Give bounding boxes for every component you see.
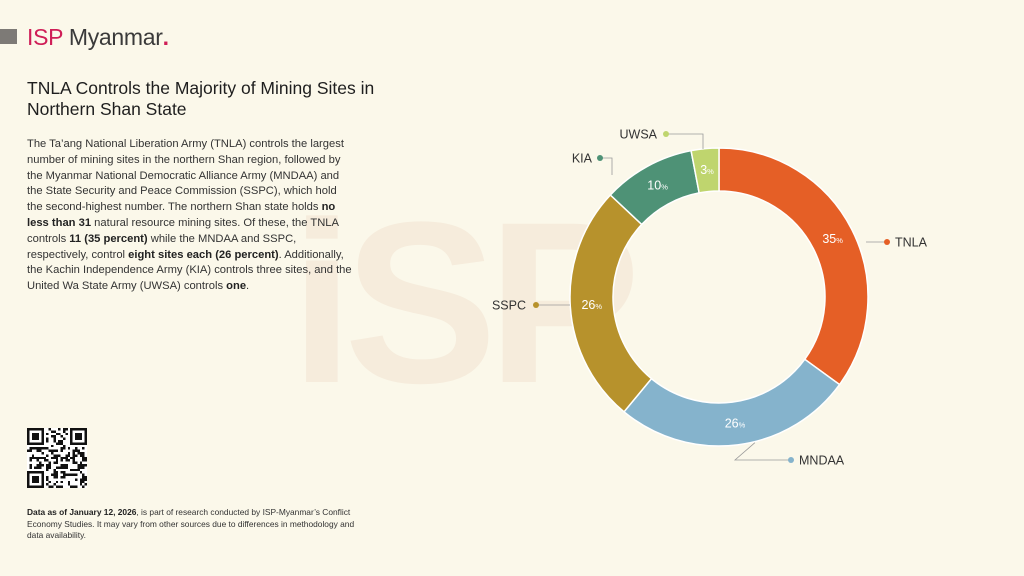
qr-code bbox=[27, 428, 87, 488]
legend-label-kia: KIA bbox=[572, 152, 593, 166]
body-text-run: no less than 31 bbox=[27, 201, 336, 229]
body-text-run: while the MNDAA and SSPC, respectively, … bbox=[27, 232, 297, 261]
slice-value-label: 3% bbox=[700, 163, 714, 177]
slice-value-label: 10% bbox=[647, 178, 668, 192]
brand-dot: . bbox=[162, 24, 169, 50]
footnote-run: Data as of January 12, 2026 bbox=[27, 507, 137, 517]
legend-label-tnla: TNLA bbox=[895, 236, 928, 250]
legend-dot-tnla bbox=[884, 239, 890, 245]
callout-line-mndaa bbox=[733, 442, 791, 461]
legend-dot-uwsa bbox=[663, 131, 669, 137]
body-text-run: natural resource mining sites. Of these,… bbox=[27, 216, 339, 245]
slice-mndaa bbox=[622, 358, 841, 447]
brand-name: Myanmar bbox=[68, 24, 163, 50]
footnote-run: , is part of research conducted by ISP-M… bbox=[27, 507, 355, 540]
slice-value-label: 26% bbox=[581, 298, 602, 312]
body-text-run: . Additionally, the Kachin Independence … bbox=[27, 248, 352, 293]
legend-label-uwsa: UWSA bbox=[620, 128, 658, 142]
legend-label-mndaa: MNDAA bbox=[799, 454, 845, 468]
page-title: TNLA Controls the Majority of Mining Sit… bbox=[27, 78, 375, 119]
logo-bar bbox=[0, 29, 17, 44]
brand-isp: ISP bbox=[27, 24, 63, 50]
body-text-run: 11 (35 percent) bbox=[69, 232, 148, 245]
slice-value-label: 26% bbox=[725, 416, 746, 430]
legend-dot-mndaa bbox=[788, 457, 794, 463]
slice-value-label: 35% bbox=[822, 232, 843, 246]
footnote: Data as of January 12, 2026, is part of … bbox=[27, 507, 357, 542]
brand-logo: ISP Myanmar. bbox=[27, 24, 169, 51]
body-paragraph: The Ta’ang National Liberation Army (TNL… bbox=[27, 137, 353, 295]
body-text-run: eight sites each (26 percent) bbox=[128, 248, 279, 261]
body-text-run: one bbox=[226, 280, 247, 293]
legend-dot-kia bbox=[597, 155, 603, 161]
body-text-run: . bbox=[246, 280, 250, 293]
callout-line-uwsa bbox=[666, 133, 704, 149]
legend-dot-sspc bbox=[533, 302, 539, 308]
slice-tnla bbox=[718, 147, 869, 386]
callout-line-kia bbox=[600, 157, 613, 175]
legend-label-sspc: SSPC bbox=[492, 299, 526, 313]
body-text-run: The Ta’ang National Liberation Army (TNL… bbox=[27, 138, 344, 214]
slice-uwsa bbox=[690, 147, 720, 194]
